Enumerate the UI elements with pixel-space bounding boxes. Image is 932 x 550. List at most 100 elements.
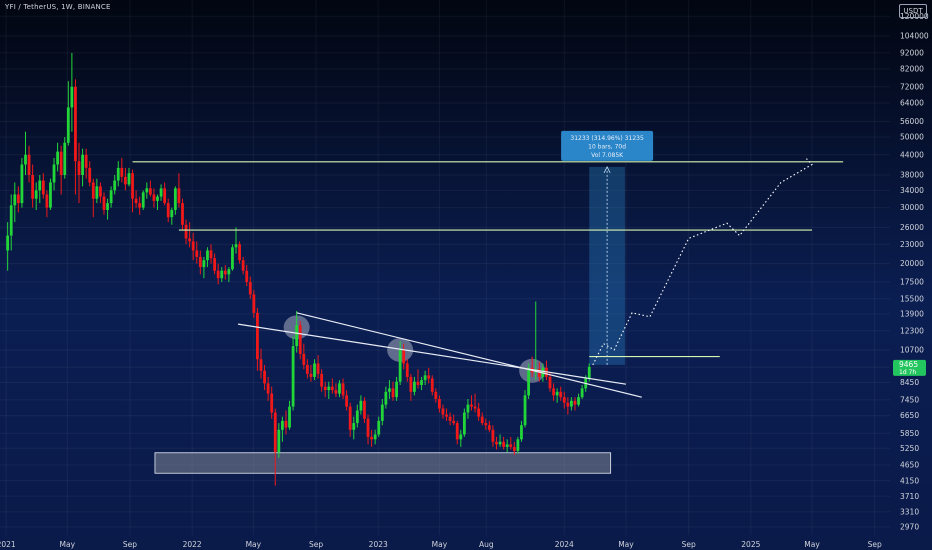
candle-body — [27, 154, 31, 175]
candle-body — [477, 408, 481, 417]
candle-body — [106, 203, 109, 210]
candle-body — [223, 270, 227, 275]
candle-body — [313, 363, 316, 377]
candle-body — [448, 416, 452, 421]
candle-body — [420, 380, 423, 385]
current-price-tag[interactable] — [893, 359, 926, 376]
price-tick-label: 10700 — [900, 346, 924, 355]
candle-body — [170, 209, 174, 218]
time-tick-label: 2025 — [741, 540, 760, 549]
time-tick-label: May — [60, 540, 76, 549]
candle-body — [59, 151, 63, 175]
candle-body — [480, 416, 484, 424]
candle-body — [70, 86, 74, 108]
candle-body — [427, 375, 431, 379]
price-tick-label: 120000 — [900, 12, 929, 21]
candle-body — [120, 167, 124, 177]
support-zone — [154, 452, 612, 474]
price-axis[interactable]: 120000 104000 92000 82000 72000 64000 56000 500… — [893, 12, 929, 532]
price-tick-label: 2970 — [900, 522, 919, 531]
candle-body — [473, 406, 477, 409]
candle-body — [537, 369, 541, 377]
candle-body — [49, 182, 52, 208]
price-tick-label: 13900 — [900, 309, 924, 318]
candle-body — [459, 434, 463, 440]
price-tick-label: 15500 — [900, 294, 924, 303]
candle-body — [9, 205, 13, 236]
measure-label-line2: 10 bars, 70d — [588, 143, 626, 150]
candle-body — [388, 388, 391, 392]
price-tick-label: 20000 — [900, 259, 924, 268]
candle-body — [316, 363, 320, 374]
candle-body — [377, 420, 381, 435]
candle-body — [231, 247, 234, 270]
candle-body — [248, 282, 252, 295]
candle-body — [509, 444, 513, 447]
candle-body — [441, 408, 445, 415]
candle-body — [138, 203, 142, 208]
candle-body — [181, 203, 184, 225]
candle-body — [466, 404, 470, 413]
candle-body — [109, 190, 113, 204]
price-tick-label: 56000 — [900, 117, 924, 126]
price-tick-label: 17500 — [900, 278, 924, 287]
candle-body — [370, 436, 373, 440]
candle-body — [41, 180, 45, 195]
measure-label-line3: Vol 7.085K — [591, 152, 624, 159]
trendline — [296, 312, 642, 398]
candle-body — [334, 390, 338, 394]
candle-body — [123, 176, 127, 185]
time-axis[interactable]: 2021 May Sep 2022 May Sep 2023 May Aug 2024 May Sep… — [0, 540, 882, 549]
price-tick-label: 72000 — [900, 82, 924, 91]
currency-selector[interactable]: USDT — [899, 4, 927, 18]
candle-body — [234, 244, 238, 248]
time-tick-label: Sep — [309, 540, 323, 549]
candle-body — [13, 194, 17, 206]
candle-body — [445, 414, 448, 417]
time-tick-label: 2023 — [369, 540, 388, 549]
candle-body — [391, 388, 395, 398]
candle-body — [373, 434, 377, 440]
candle-body — [580, 388, 584, 398]
candle-body — [430, 378, 434, 392]
candle-body — [156, 196, 159, 201]
candle-body — [395, 381, 398, 398]
price-tick-label: 5850 — [900, 429, 919, 438]
candle-body — [562, 397, 566, 403]
candle-body — [184, 224, 188, 239]
candle-body — [159, 188, 163, 197]
time-tick-label: May — [618, 540, 634, 549]
candle-body — [56, 151, 60, 165]
candle-body — [131, 173, 134, 199]
candle-body — [38, 180, 42, 191]
candle-body — [352, 423, 356, 430]
candle-body — [491, 429, 495, 442]
price-tick-label: 50000 — [900, 133, 924, 142]
candle-body — [413, 381, 416, 392]
time-tick-label: Sep — [682, 540, 696, 549]
symbol-title[interactable]: YFI / TetherUS, 1W, BINANCE — [5, 3, 111, 11]
projection-path — [592, 158, 813, 366]
candle-body — [523, 395, 527, 426]
candle-body — [348, 406, 352, 430]
price-tick-label: 92000 — [900, 49, 924, 58]
candle-body — [6, 235, 10, 251]
bar-countdown: 1d 7h — [899, 369, 916, 376]
candle-body — [405, 363, 409, 377]
candle-body — [416, 381, 420, 385]
time-tick-label: May — [804, 540, 820, 549]
candle-body — [462, 412, 466, 435]
candle-body — [363, 400, 366, 419]
candle-body — [434, 391, 438, 399]
candle-body — [527, 367, 530, 396]
candle-body — [359, 400, 363, 411]
candle-body — [366, 418, 370, 437]
candle-body — [505, 444, 509, 447]
candle-body — [113, 180, 117, 191]
candle-body — [77, 161, 81, 175]
candle-body — [455, 423, 459, 440]
measure-arrow-head — [603, 165, 611, 174]
candle-body — [295, 325, 299, 347]
